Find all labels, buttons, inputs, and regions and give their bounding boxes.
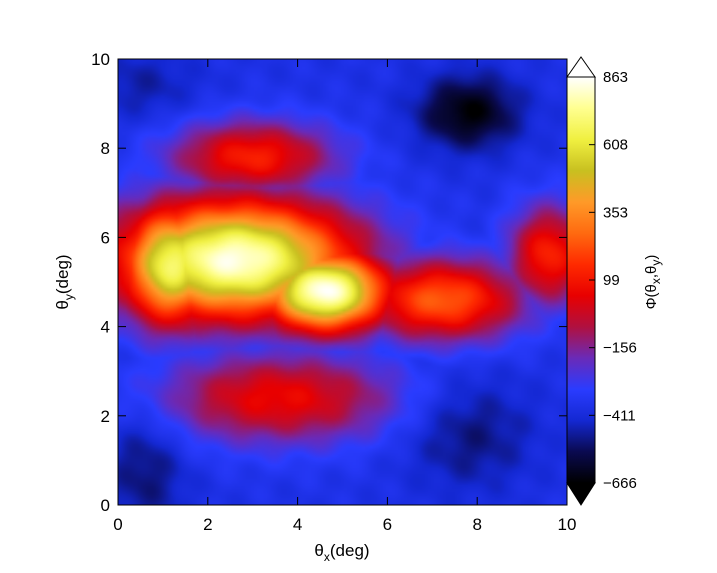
heatmap-image <box>118 59 567 505</box>
colorbar-tick-label: −666 <box>603 475 637 492</box>
y-tick-label: 2 <box>101 407 110 426</box>
x-tick-label: 0 <box>113 515 122 534</box>
colorbar-tick-label: −411 <box>603 407 636 424</box>
plot-area <box>117 58 568 506</box>
colorbar-tick-label: 99 <box>603 272 620 289</box>
y-tick-label: 6 <box>101 228 110 247</box>
x-tick-label: 6 <box>383 515 392 534</box>
colorbar: 863 608 353 99 −156 −411 −666 <box>566 56 637 506</box>
x-axis-ticks: 0 2 4 6 8 10 <box>113 59 576 534</box>
x-tick-label: 10 <box>558 515 577 534</box>
x-tick-label: 8 <box>472 515 481 534</box>
colorbar-upper-extend <box>566 56 596 78</box>
y-axis-ticks: 0 2 4 6 8 10 <box>91 50 567 515</box>
x-tick-label: 4 <box>293 515 302 534</box>
colorbar-lower-extend <box>566 482 596 506</box>
x-tick-label: 2 <box>203 515 212 534</box>
colorbar-tick-label: 353 <box>603 204 628 221</box>
colorbar-title: Φ(θx,θy) <box>643 255 663 310</box>
y-tick-label: 10 <box>91 50 110 69</box>
colorbar-tick-label: −156 <box>603 340 637 357</box>
x-axis-title: θx(deg) <box>314 541 369 564</box>
y-axis-title: θy(deg) <box>53 254 76 309</box>
colorbar-tick-label: 608 <box>603 137 628 154</box>
colorbar-ticks: 863 608 353 99 −156 −411 −666 <box>589 69 637 492</box>
colorbar-tick-label: 863 <box>603 69 628 86</box>
y-tick-label: 8 <box>101 139 110 158</box>
y-tick-label: 0 <box>101 496 110 515</box>
y-tick-label: 4 <box>101 318 110 337</box>
